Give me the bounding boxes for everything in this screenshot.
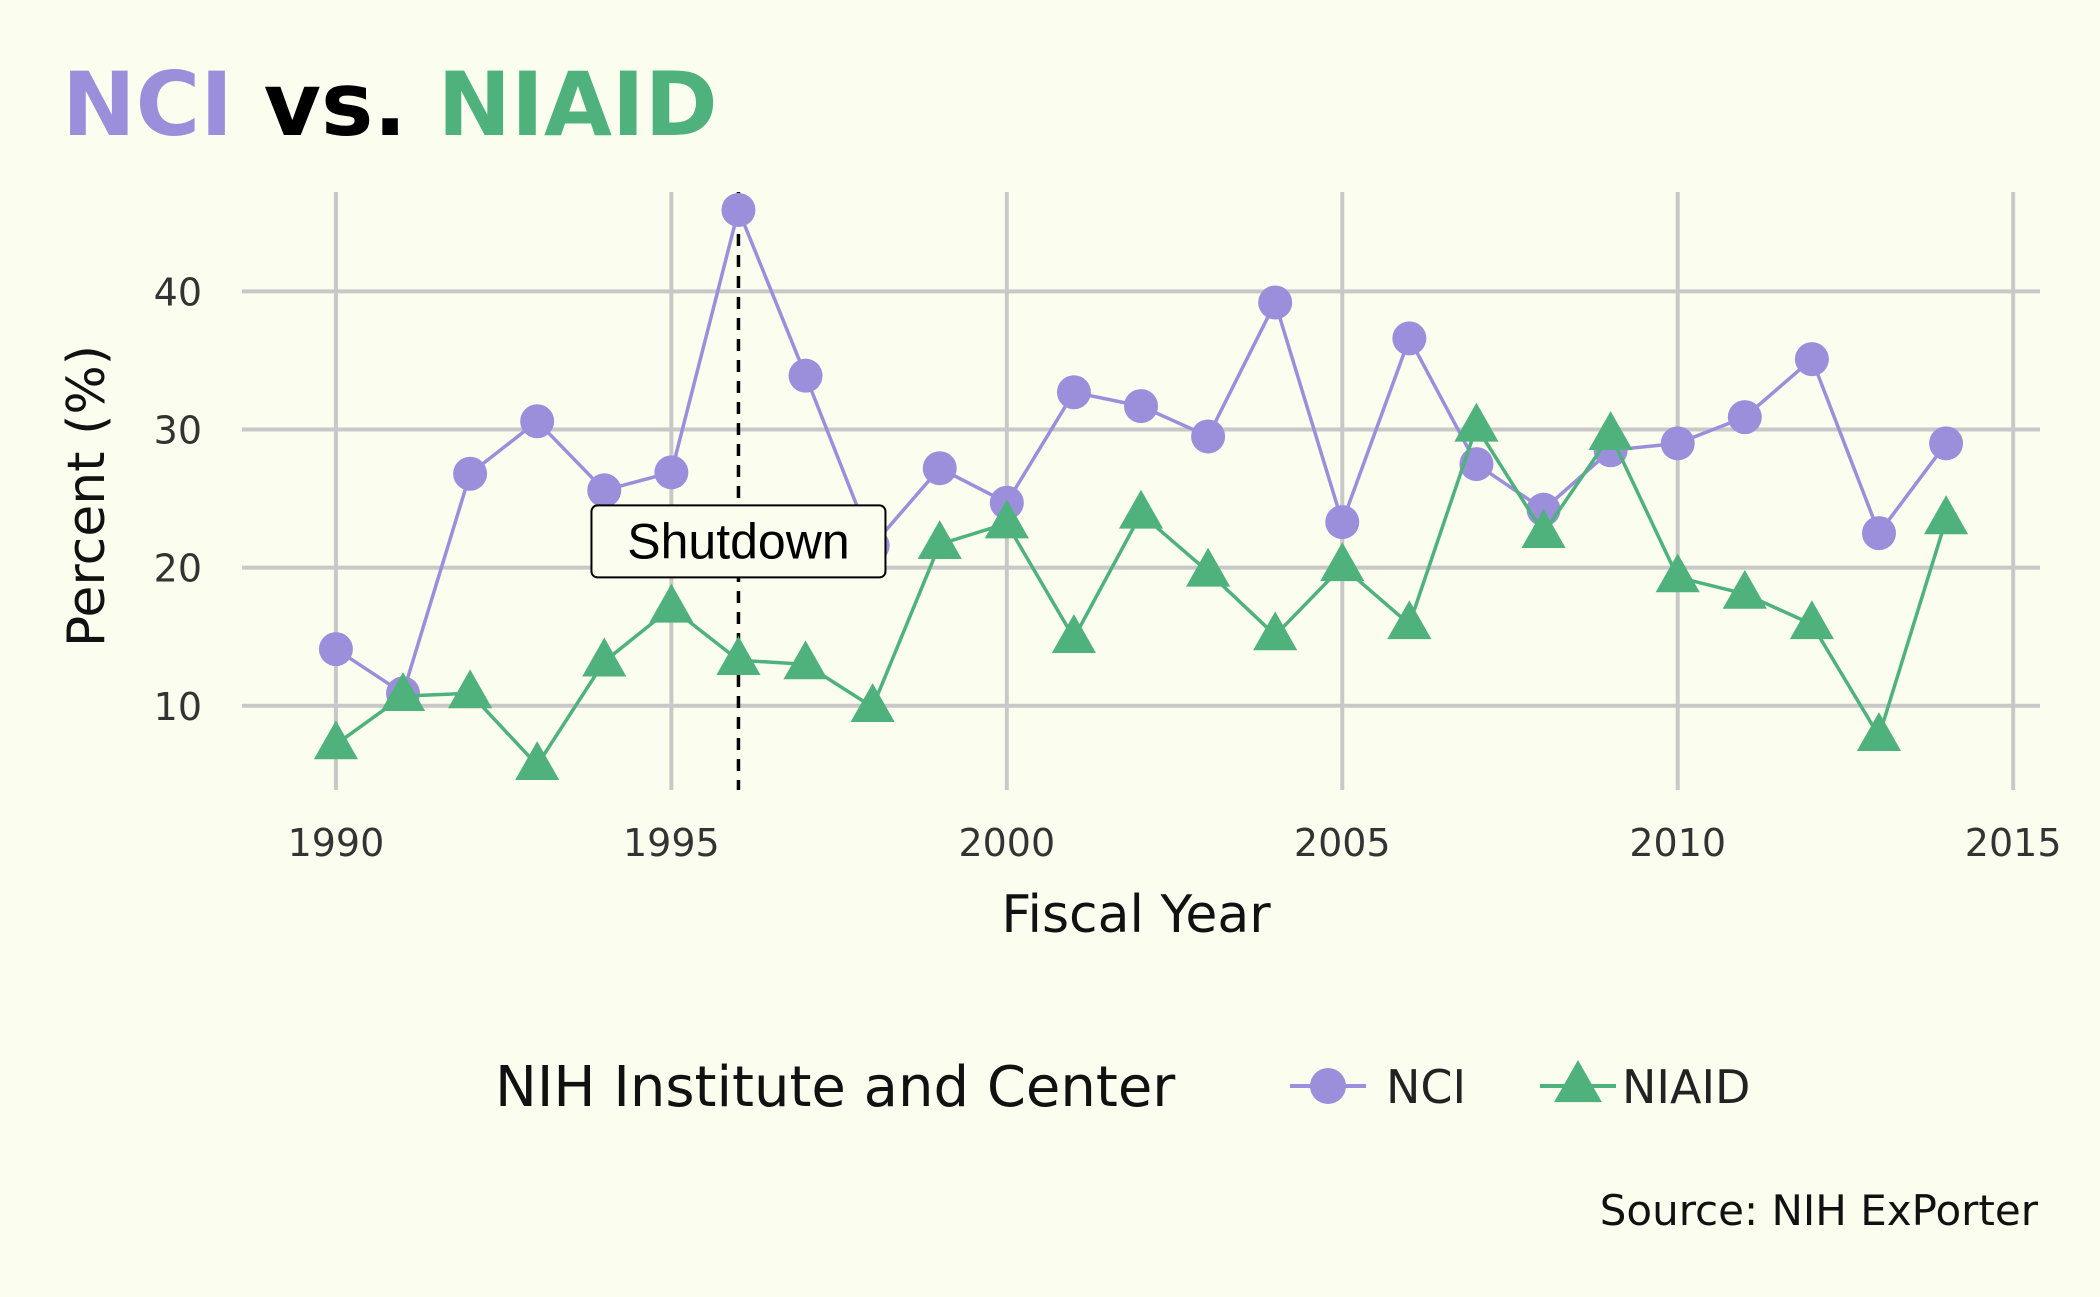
legend-label-niaid: NIAID [1622,1060,1750,1114]
series-niaid [313,402,1969,781]
niaid-point-1995 [649,583,694,623]
x-tick-label-1995: 1995 [623,821,720,865]
legend-title: NIH Institute and Center [495,1055,1176,1120]
nci-point-2010 [1660,426,1695,461]
niaid-point-2004 [1253,611,1298,651]
niaid-point-1999 [917,520,962,560]
niaid-point-2003 [1186,547,1231,587]
niaid-point-2006 [1387,600,1432,640]
niaid-point-2008 [1521,509,1566,549]
legend-key-marker-nci [1310,1068,1346,1104]
series-layer [313,192,1969,781]
niaid-point-1991 [380,672,426,711]
annotation-label-group: Shutdown [590,504,887,579]
title-part-1: vs. [233,53,437,156]
nci-point-1993 [520,404,555,439]
shutdown-label-box [590,504,887,579]
niaid-point-1990 [313,720,359,760]
nci-point-1992 [453,456,488,491]
y-tick-labels: 10 20 30 40 [154,270,202,728]
y-tick-label-40: 40 [154,270,202,314]
title-part-0: NCI [62,53,233,156]
nci-point-2001 [1056,375,1091,410]
x-tick-label-2000: 2000 [958,821,1055,865]
niaid-point-2000 [984,499,1029,539]
nci-line [334,204,1948,697]
x-tick-label-1990: 1990 [288,821,385,865]
nci-point-1999 [922,451,957,486]
nci-point-1996 [721,192,756,227]
niaid-point-1998 [850,683,895,723]
niaid-point-2012 [1789,600,1834,640]
niaid-point-2002 [1118,489,1164,529]
nci-point-2012 [1794,342,1829,377]
legend-key-marker-niaid [1554,1060,1602,1103]
y-tick-label-10: 10 [154,685,202,729]
nci-point-1995 [654,455,689,490]
x-tick-labels: 1990 1995 2000 2005 2010 2015 [288,821,2062,865]
y-tick-label-30: 30 [154,409,202,453]
legend: NIH Institute and Center NCI NIAID [495,1055,1750,1120]
niaid-point-2010 [1655,553,1700,593]
niaid-point-1997 [783,640,828,680]
nci-point-2011 [1727,400,1762,435]
niaid-point-2013 [1856,712,1902,752]
niaid-point-2005 [1320,542,1365,582]
niaid-point-2007 [1454,402,1499,442]
x-tick-label-2010: 2010 [1629,821,1726,865]
nci-point-1997 [788,358,823,393]
y-tick-label-20: 20 [154,547,202,591]
x-axis-title: Fiscal Year [1001,885,1271,945]
title-part-2: NIAID [437,53,717,156]
niaid-point-2011 [1722,569,1767,609]
nci-point-1994 [587,473,622,508]
legend-label-nci: NCI [1386,1060,1466,1114]
niaid-point-1993 [515,741,560,781]
y-axis-title: Percent (%) [57,345,117,647]
x-tick-label-2015: 2015 [1965,821,2062,865]
niaid-point-1996 [716,636,761,676]
nci-point-2005 [1325,505,1360,540]
nci-point-2006 [1392,321,1427,356]
source-caption: Source: NIH ExPorter [1600,1186,2039,1235]
niaid-point-2014 [1923,495,1969,535]
nci-point-1990 [318,632,353,667]
x-tick-label-2005: 2005 [1294,821,1391,865]
niaid-point-2009 [1588,411,1633,450]
nci-point-2002 [1124,389,1158,424]
nci-point-2004 [1258,285,1293,320]
niaid-point-1994 [582,637,627,677]
niaid-point-2001 [1051,614,1096,653]
chart-title: NCI vs. NIAID [62,53,718,156]
nci-point-2003 [1191,419,1226,454]
niaid-point-1992 [448,669,493,709]
series-nci [318,192,1964,711]
nci-point-2014 [1929,426,1964,461]
shutdown-label: Shutdown [627,513,849,569]
niaid-line [334,422,1948,768]
nci-point-2013 [1861,516,1896,551]
